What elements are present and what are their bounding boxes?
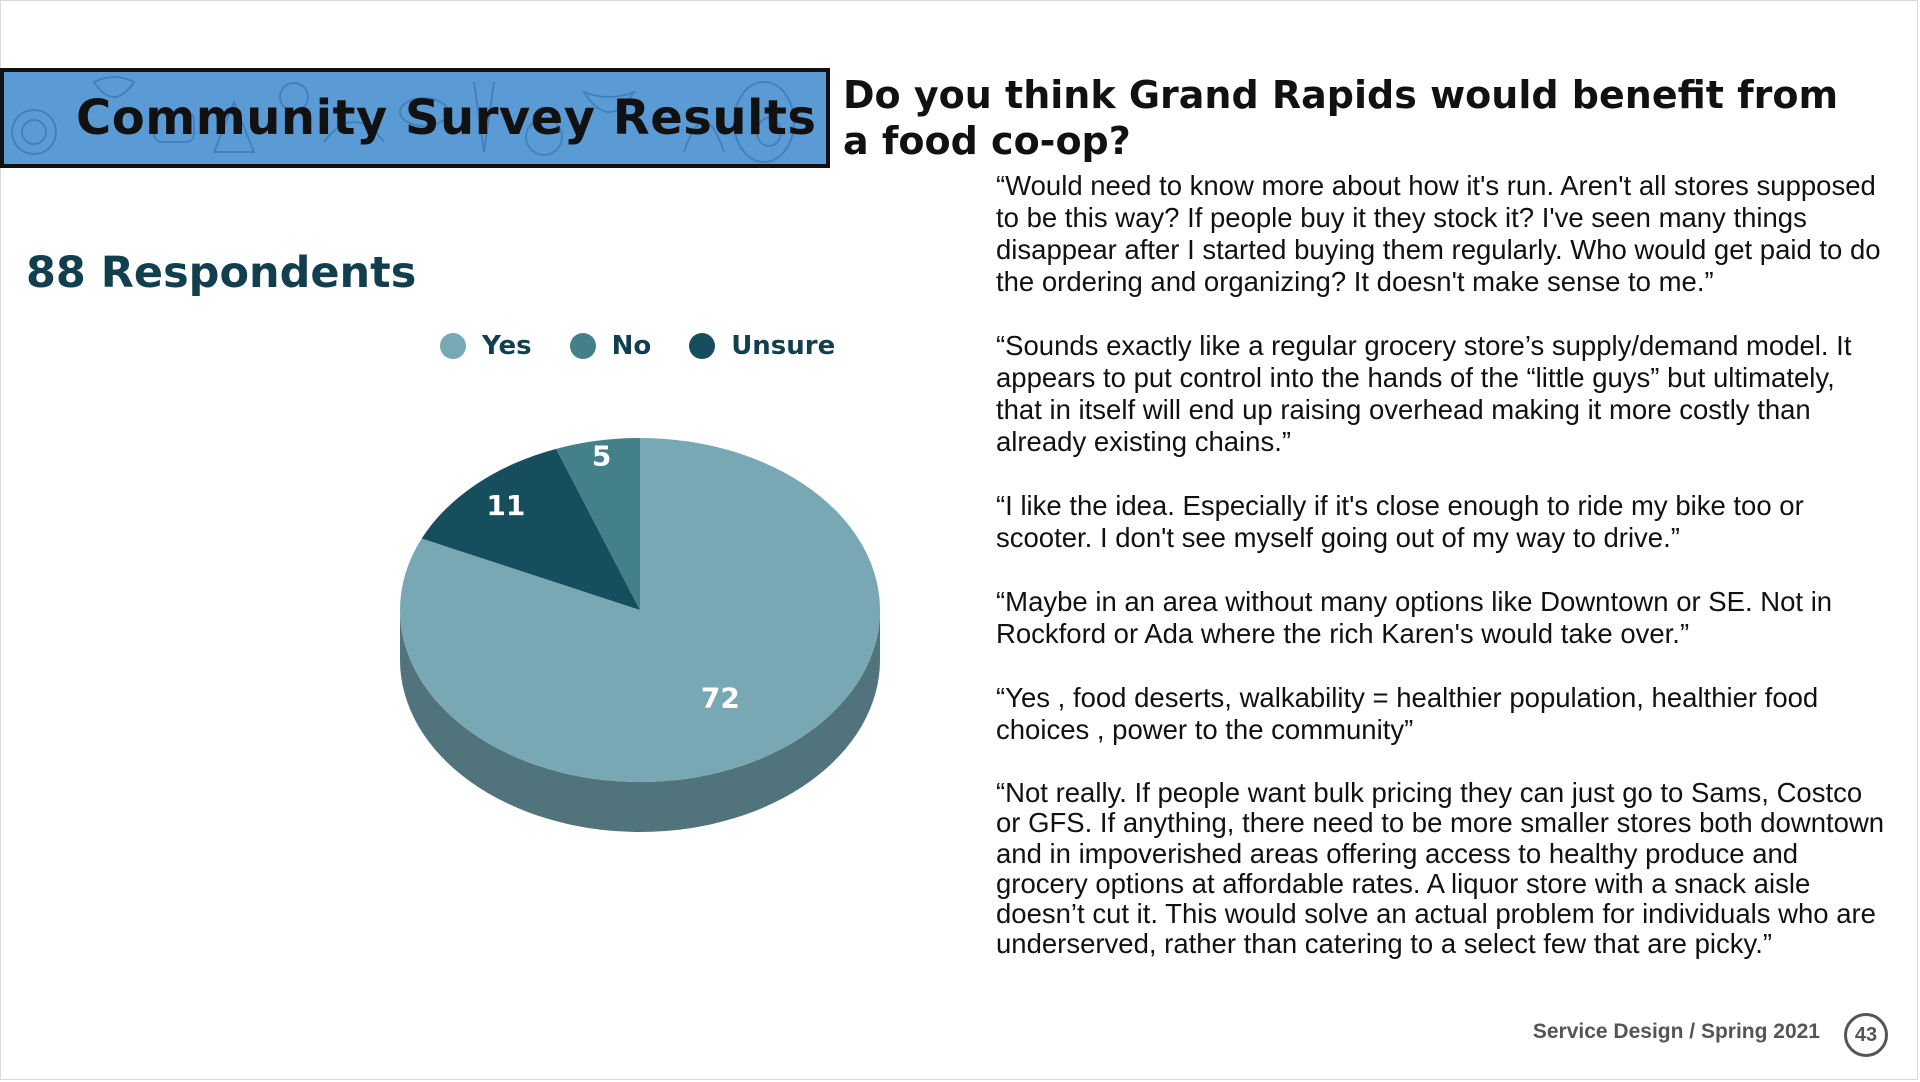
survey-question: Do you think Grand Rapids would benefit … bbox=[843, 73, 1839, 163]
legend-item-no: No bbox=[569, 331, 652, 361]
quote-4: “Maybe in an area without many options l… bbox=[996, 586, 1833, 649]
pie-slice-no bbox=[556, 438, 640, 610]
legend-item-unsure: Unsure bbox=[689, 331, 835, 361]
quote-6: “Not really. If people want bulk pricing… bbox=[996, 777, 1885, 960]
pie-slice-yes bbox=[399, 438, 880, 782]
legend-swatch-unsure bbox=[689, 333, 716, 359]
legend-label-no: No bbox=[611, 331, 652, 361]
food-doodle-pattern bbox=[11, 76, 795, 163]
respondents-count: 88 Respondents bbox=[26, 248, 417, 298]
legend-swatch-yes bbox=[440, 333, 466, 359]
chart-legend: Yes No Unsure bbox=[440, 328, 835, 364]
page-number: 43 bbox=[1844, 1013, 1888, 1057]
data-label-unsure: 11 bbox=[486, 489, 525, 522]
quote-3: “I like the idea. Especially if it's clo… bbox=[996, 490, 1804, 553]
legend-swatch-no bbox=[569, 333, 596, 359]
data-label-yes: 72 bbox=[701, 682, 740, 715]
legend-item-yes: Yes bbox=[440, 331, 532, 361]
quote-1: “Would need to know more about how it's … bbox=[996, 170, 1881, 297]
pie-side-yes bbox=[400, 610, 880, 832]
quote-2: “Sounds exactly like a regular grocery s… bbox=[996, 330, 1852, 457]
data-label-no: 5 bbox=[592, 440, 611, 473]
pie-chart: 72 11 5 bbox=[399, 438, 880, 832]
title-banner: Community Survey Results bbox=[0, 68, 830, 168]
footer-course-label: Service Design / Spring 2021 bbox=[1532, 1020, 1820, 1043]
legend-label-yes: Yes bbox=[482, 331, 532, 361]
pie-slice-unsure bbox=[421, 448, 640, 610]
quote-5: “Yes , food deserts, walkability = healt… bbox=[996, 682, 1819, 745]
quotes-list: “Would need to know more about how it's … bbox=[996, 170, 1886, 992]
banner-title: Community Survey Results bbox=[76, 90, 817, 146]
legend-label-unsure: Unsure bbox=[731, 331, 836, 361]
